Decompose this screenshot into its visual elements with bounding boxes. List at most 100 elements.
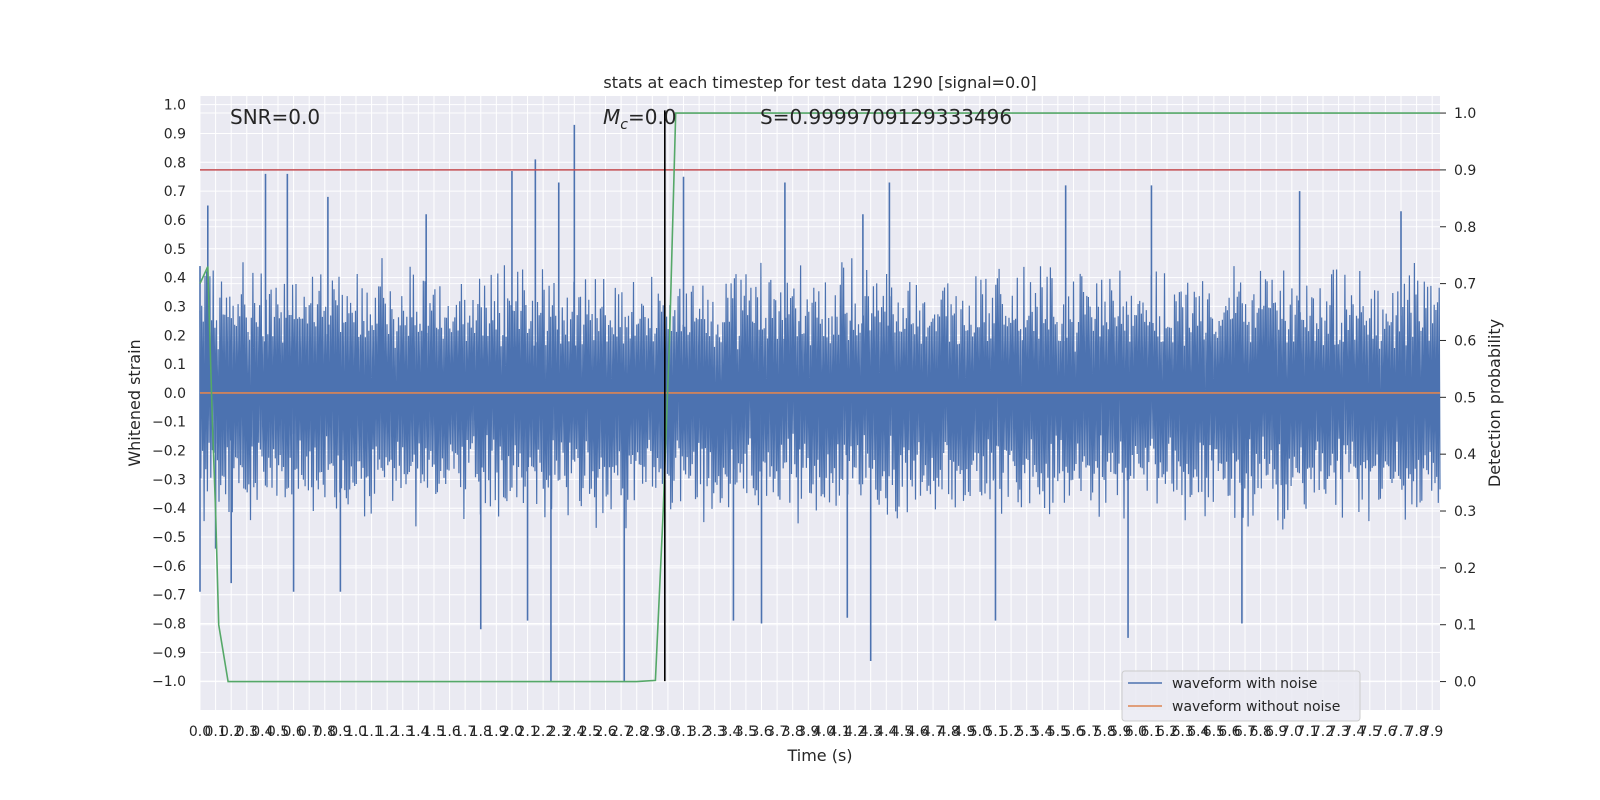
x-tick-label: 0.8 <box>314 724 336 740</box>
y-tick-label: 0.1 <box>164 357 186 373</box>
y-tick-label: −0.8 <box>152 617 186 633</box>
x-tick-label: 2.0 <box>501 724 523 740</box>
y-tick-label: −0.2 <box>152 444 186 460</box>
y-tick-label: −0.6 <box>152 559 186 575</box>
y2-tick-label: 0.0 <box>1454 675 1476 691</box>
y-tick-label: 0.9 <box>164 126 186 142</box>
x-tick-label: 5.3 <box>1016 724 1038 740</box>
x-tick-label: 0.2 <box>220 724 242 740</box>
x-tick-label: 4.8 <box>938 724 960 740</box>
y2-tick-label: 0.5 <box>1454 390 1476 406</box>
y-tick-label: 0.4 <box>164 271 186 287</box>
x-tick-label: 2.5 <box>579 724 601 740</box>
x-tick-label: 5.9 <box>1109 724 1131 740</box>
y2-tick-label: 0.4 <box>1454 447 1476 463</box>
y2-axis-label: Detection probability <box>1485 319 1504 487</box>
y-tick-label: 0.8 <box>164 155 186 171</box>
x-tick-label: 5.8 <box>1094 724 1116 740</box>
line-series <box>199 110 1440 683</box>
y2-tick-label: 1.0 <box>1454 106 1476 122</box>
x-tick-label: 7.3 <box>1327 724 1349 740</box>
x-tick-label: 5.6 <box>1062 724 1084 740</box>
x-tick-label: 2.6 <box>594 724 616 740</box>
x-tick-label: 5.2 <box>1000 724 1022 740</box>
x-tick-label: 4.0 <box>813 724 835 740</box>
x-tick-label: 3.7 <box>766 724 788 740</box>
y2-tick-label: 0.2 <box>1454 561 1476 577</box>
x-tick-label: 6.7 <box>1234 724 1256 740</box>
x-tick-label: 6.3 <box>1172 724 1194 740</box>
x-tick-label: 5.4 <box>1031 724 1053 740</box>
tick-labels: 1.00.90.80.70.60.50.40.30.20.10.0−0.1−0.… <box>152 98 1476 740</box>
snr-annotation: SNR=0.0 <box>230 105 320 129</box>
x-tick-label: 6.8 <box>1249 724 1271 740</box>
y-tick-label: −0.5 <box>152 530 186 546</box>
x-tick-label: 3.4 <box>719 724 741 740</box>
x-tick-label: 7.7 <box>1390 724 1412 740</box>
x-tick-label: 7.8 <box>1405 724 1427 740</box>
noise-waveform-line <box>199 258 1441 530</box>
x-tick-label: 3.0 <box>657 724 679 740</box>
x-tick-label: 6.4 <box>1187 724 1209 740</box>
legend: waveform with noise waveform without noi… <box>1121 670 1361 722</box>
score-annotation: S=0.9999709129333496 <box>760 105 1012 129</box>
y2-tick-label: 0.3 <box>1454 504 1476 520</box>
x-tick-label: 0.0 <box>189 724 211 740</box>
x-tick-label: 3.9 <box>797 724 819 740</box>
x-tick-label: 1.9 <box>485 724 507 740</box>
y-tick-label: −0.3 <box>152 472 186 488</box>
y-tick-label: −0.9 <box>152 645 186 661</box>
y-axis-label: Whitened strain <box>125 339 144 466</box>
x-tick-label: 7.5 <box>1359 724 1381 740</box>
x-tick-label: 4.4 <box>875 724 897 740</box>
x-tick-label: 4.7 <box>922 724 944 740</box>
x-tick-label: 1.3 <box>392 724 414 740</box>
x-tick-label: 2.4 <box>563 724 585 740</box>
x-tick-label: 3.8 <box>782 724 804 740</box>
x-tick-label: 5.0 <box>969 724 991 740</box>
chart-title: stats at each timestep for test data 129… <box>603 73 1036 92</box>
x-tick-label: 7.0 <box>1281 724 1303 740</box>
x-tick-label: 4.1 <box>828 724 850 740</box>
chirp-mass-subscript: c <box>620 117 628 133</box>
x-tick-label: 0.9 <box>329 724 351 740</box>
y2-tick-label: 0.1 <box>1454 618 1476 634</box>
x-tick-label: 1.0 <box>345 724 367 740</box>
x-tick-label: 1.1 <box>360 724 382 740</box>
x-tick-label: 0.4 <box>251 724 273 740</box>
x-tick-label: 1.2 <box>376 724 398 740</box>
x-tick-label: 2.2 <box>532 724 554 740</box>
y-tick-label: 1.0 <box>164 98 186 114</box>
x-tick-label: 6.9 <box>1265 724 1287 740</box>
y-tick-label: −1.0 <box>152 674 186 690</box>
x-tick-label: 1.7 <box>454 724 476 740</box>
x-tick-label: 1.5 <box>423 724 445 740</box>
chirp-mass-value: =0.0 <box>628 105 677 129</box>
y-tick-label: 0.2 <box>164 328 186 344</box>
x-tick-label: 3.3 <box>704 724 726 740</box>
x-tick-label: 5.7 <box>1078 724 1100 740</box>
x-tick-label: 7.9 <box>1421 724 1443 740</box>
x-axis-label: Time (s) <box>786 746 852 765</box>
y2-tick-label: 0.6 <box>1454 333 1476 349</box>
x-tick-label: 0.7 <box>298 724 320 740</box>
y-tick-label: 0.5 <box>164 242 186 258</box>
x-tick-label: 3.6 <box>750 724 772 740</box>
chirp-mass-symbol: M <box>603 105 620 129</box>
x-tick-label: 4.5 <box>891 724 913 740</box>
y-tick-label: 0.3 <box>164 299 186 315</box>
x-tick-label: 3.2 <box>688 724 710 740</box>
x-tick-label: 4.9 <box>953 724 975 740</box>
x-tick-label: 2.3 <box>548 724 570 740</box>
x-tick-label: 6.1 <box>1140 724 1162 740</box>
x-tick-label: 2.8 <box>626 724 648 740</box>
x-tick-label: 0.1 <box>204 724 226 740</box>
legend-label-noise: waveform with noise <box>1172 676 1317 692</box>
x-tick-label: 5.1 <box>984 724 1006 740</box>
x-tick-label: 0.6 <box>282 724 304 740</box>
x-tick-label: 4.2 <box>844 724 866 740</box>
legend-label-clean: waveform without noise <box>1172 699 1340 715</box>
x-tick-label: 6.5 <box>1203 724 1225 740</box>
x-tick-label: 1.6 <box>438 724 460 740</box>
x-tick-label: 1.4 <box>407 724 429 740</box>
